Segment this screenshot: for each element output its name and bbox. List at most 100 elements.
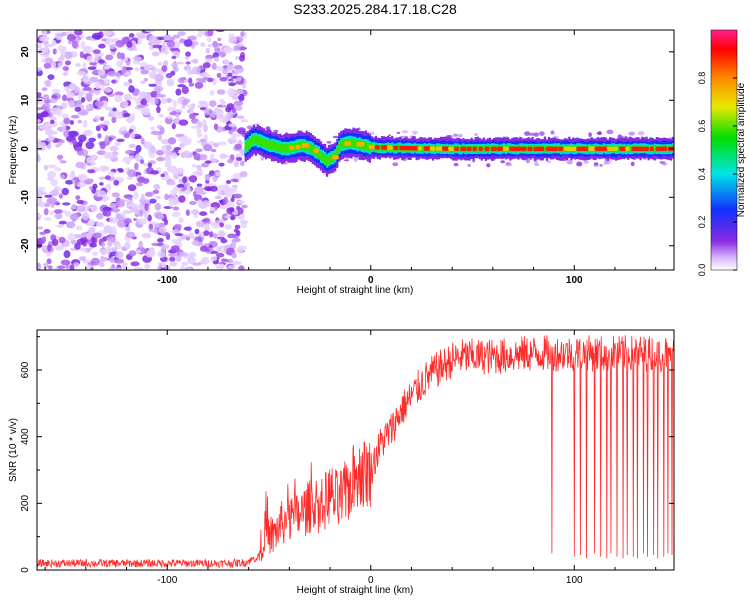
band-speckle (332, 135, 340, 139)
band-cell (330, 154, 333, 163)
band-cell (338, 144, 341, 153)
noise-blob (231, 132, 236, 139)
snr-frame (36, 329, 675, 571)
noise-blob (181, 140, 191, 146)
noise-blob (123, 217, 132, 224)
noise-blob (160, 267, 166, 270)
spectrogram-frame (36, 29, 675, 271)
noise-blob (41, 87, 48, 91)
noise-blob (156, 88, 161, 96)
noise-blob (139, 62, 148, 67)
noise-blob (228, 82, 236, 87)
noise-blob (51, 40, 57, 46)
noise-blob (228, 36, 237, 44)
noise-blob (196, 199, 202, 205)
noise-blob (126, 176, 133, 180)
band-cell (319, 151, 323, 160)
noise-blob (241, 84, 247, 89)
noise-blob (156, 156, 165, 162)
noise-blob (63, 250, 71, 259)
noise-blob (104, 87, 112, 93)
noise-blob (43, 208, 49, 216)
noise-blob (80, 41, 86, 50)
noise-blob (208, 109, 213, 115)
noise-blob (182, 150, 191, 159)
noise-blob (233, 228, 239, 233)
noise-blob (138, 240, 143, 249)
noise-blob (158, 226, 167, 234)
noise-blob (172, 67, 179, 72)
noise-blob (64, 51, 73, 60)
noise-blob (125, 149, 135, 155)
band-speckle (505, 162, 511, 166)
noise-blob (76, 205, 86, 213)
noise-blob (96, 212, 104, 220)
noise-blob (114, 141, 122, 146)
noise-blob (132, 56, 143, 62)
noise-blob (94, 81, 102, 90)
band-cell (352, 139, 355, 148)
noise-blob (185, 236, 191, 241)
noise-blob (37, 119, 41, 123)
noise-blob (217, 141, 227, 146)
noise-blob (206, 77, 214, 83)
noise-blob (224, 224, 232, 230)
noise-blob (47, 171, 57, 179)
noise-blob (122, 66, 127, 74)
noise-blob (157, 61, 162, 66)
page-title: S233.2025.284.17.18.C28 (293, 1, 457, 17)
noise-blob (172, 206, 180, 211)
band-cell (342, 139, 345, 148)
y-tick-label: -10 (20, 190, 31, 205)
noise-blob (225, 201, 235, 209)
noise-blob (96, 150, 106, 156)
noise-blob (140, 159, 145, 165)
noise-blob (159, 126, 165, 135)
noise-blob (181, 105, 186, 109)
noise-blob (140, 69, 150, 75)
band-peak (344, 141, 351, 146)
band-speckle (546, 160, 551, 164)
band-speckle (596, 132, 601, 135)
noise-blob (44, 44, 49, 53)
noise-blob (227, 158, 234, 164)
noise-blob (99, 182, 104, 186)
noise-blob (167, 106, 176, 112)
noise-blob (145, 251, 155, 258)
noise-blob (102, 236, 108, 242)
band-cell (264, 139, 268, 148)
noise-blob (82, 119, 88, 128)
noise-blob (135, 32, 146, 37)
band-peak (539, 146, 545, 151)
band-speckle (528, 132, 535, 136)
noise-blob (127, 184, 137, 192)
noise-blob (134, 135, 142, 139)
band-speckle (265, 126, 271, 131)
band-speckle (344, 159, 349, 162)
noise-blob (241, 204, 248, 209)
noise-blob (168, 199, 174, 208)
band-cell (244, 142, 247, 151)
noise-blob (56, 109, 63, 117)
band-cell (340, 139, 343, 148)
noise-blob (203, 230, 210, 237)
noise-blob (58, 236, 66, 244)
noise-blob (116, 138, 125, 142)
band-speckle (457, 133, 463, 138)
band-peak (393, 145, 399, 151)
noise-blob (122, 156, 132, 164)
noise-blob (77, 120, 82, 124)
noise-blob (44, 79, 52, 88)
noise-blob (215, 65, 224, 71)
noise-blob (149, 145, 156, 153)
noise-blob (186, 267, 192, 270)
y-tick-label: 0 (20, 146, 31, 152)
noise-blob (139, 91, 148, 96)
band-speckle (260, 156, 264, 161)
noise-blob (102, 30, 112, 37)
noise-blob (43, 62, 52, 69)
noise-blob (138, 202, 146, 211)
noise-blob (60, 174, 66, 179)
band-speckle (576, 161, 583, 167)
noise-blob (201, 256, 210, 265)
